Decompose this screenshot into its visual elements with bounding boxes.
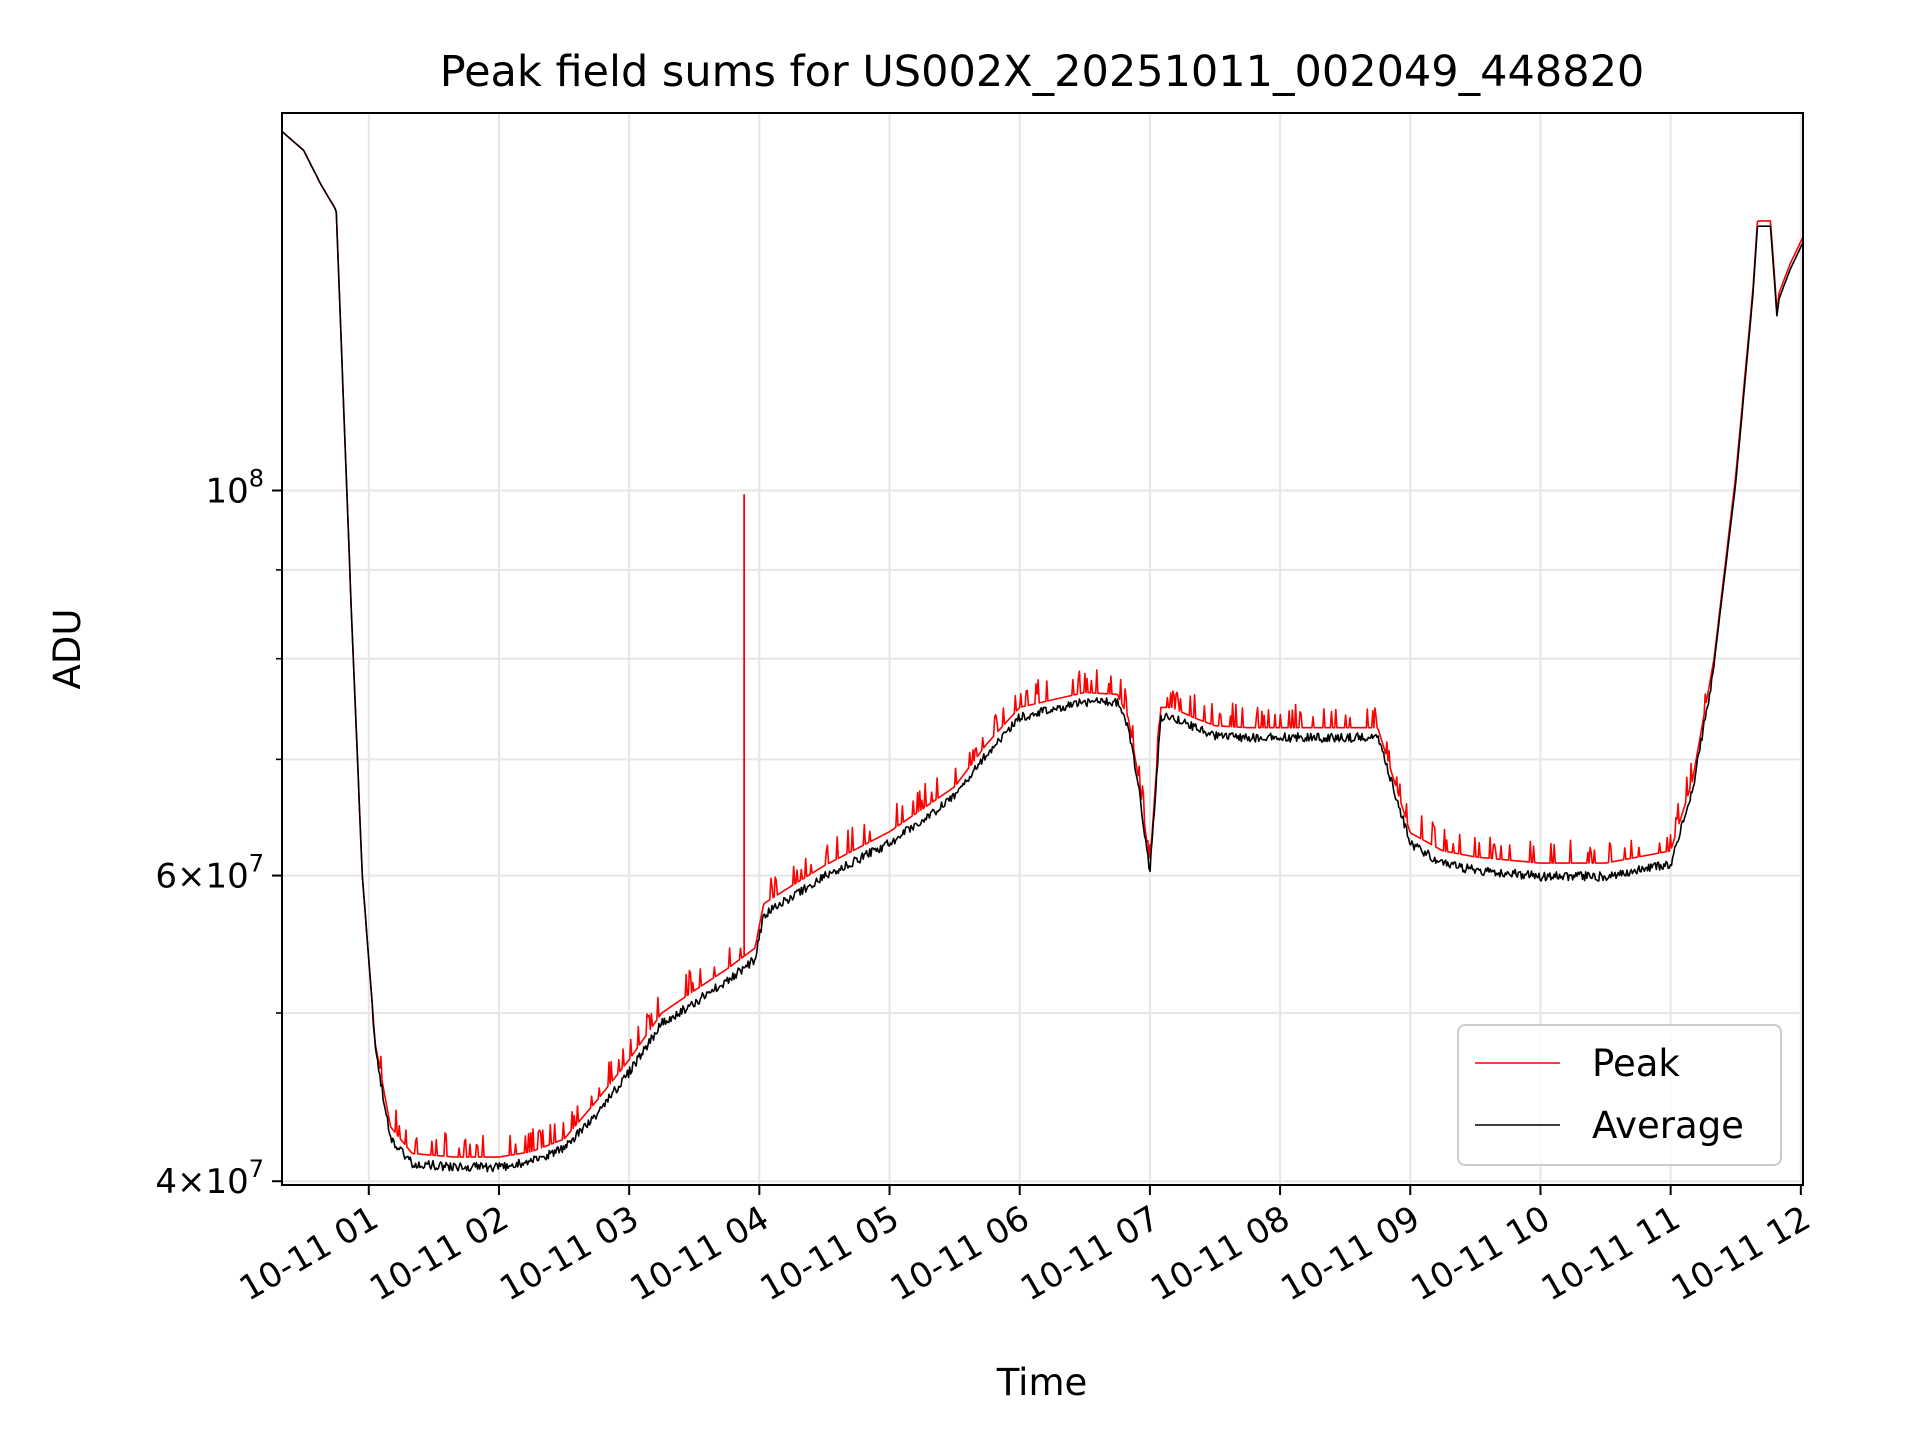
chart-title: Peak field sums for US002X_20251011_0020… — [440, 47, 1645, 97]
x-axis-label: Time — [996, 1361, 1088, 1404]
legend-label-average: Average — [1592, 1104, 1744, 1147]
y-tick-label: 4×107 — [155, 1155, 264, 1202]
series-line-peak — [281, 130, 1804, 1158]
plot-frame — [281, 112, 1804, 1186]
y-axis-ticks: 4×107 6×107 108 — [155, 464, 282, 1202]
legend-box — [1457, 1024, 1782, 1166]
y-tick-label: 6×107 — [155, 850, 264, 897]
y-axis-label: ADU — [46, 609, 89, 690]
y-tick-label: 108 — [205, 464, 264, 511]
legend-label-peak: Peak — [1592, 1042, 1680, 1085]
legend: Peak Average — [1457, 1024, 1782, 1166]
series-line-average — [281, 130, 1804, 1173]
grid — [282, 113, 1803, 1185]
series-lines — [281, 130, 1804, 1173]
